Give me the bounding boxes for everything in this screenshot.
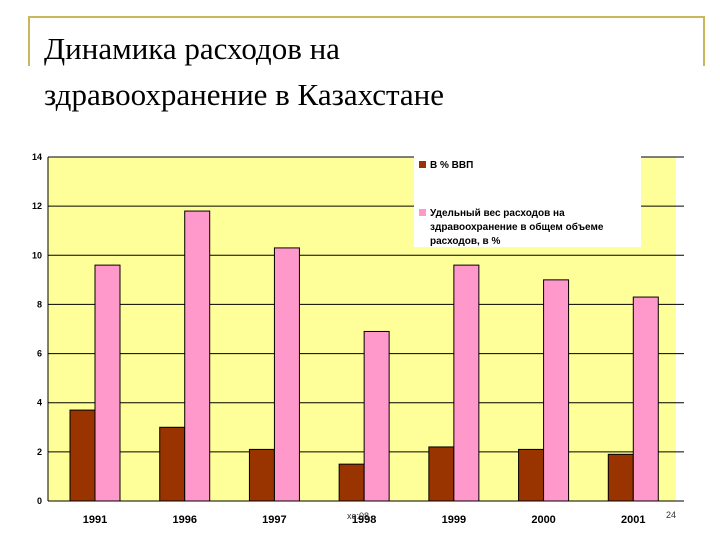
- slide-title-line-2: здравоохранение в Казахстане: [44, 77, 444, 112]
- legend-label-series-2-line-2: здравоохранение в общем объеме: [430, 221, 604, 233]
- slide-title: Динамика расходов на здравоохранение в К…: [44, 26, 684, 118]
- x-tick-label-1996: 1996: [172, 514, 196, 526]
- bar-series-2-1997: [273, 247, 300, 502]
- y-tick-label-3: 6: [37, 349, 42, 359]
- bar-series-1-1998: [338, 463, 365, 502]
- bar-series-1-2000: [518, 448, 545, 502]
- y-tick-label-1: 2: [37, 447, 42, 457]
- y-tick-label-0: 0: [37, 496, 42, 506]
- bar-series-2-2000: [543, 279, 570, 502]
- page-number: 24: [666, 510, 676, 520]
- bar-series-1-1999: [428, 446, 455, 502]
- bar-series-1-1991: [69, 409, 96, 502]
- y-tick-label-5: 10: [32, 250, 42, 260]
- slide-frame-right: [703, 16, 705, 66]
- bar-series-2-2001: [632, 296, 659, 502]
- slide-frame-top: [28, 16, 704, 18]
- y-tick-label-4: 8: [37, 299, 42, 309]
- x-tick-label-2001: 2001: [621, 514, 645, 526]
- bar-series-1-1996: [159, 426, 186, 502]
- x-tick-label-2000: 2000: [531, 514, 555, 526]
- bar-series-1-1997: [248, 448, 275, 502]
- legend: В % ВВП Удельный вес расходов на здравоо…: [414, 155, 641, 247]
- bar-series-2-1996: [184, 210, 211, 502]
- bar-series-2-1999: [453, 264, 480, 502]
- x-tick-label-1998: 1998: [352, 514, 376, 526]
- bar-series-2-1991: [94, 264, 121, 502]
- bar-series-2-1998: [363, 330, 390, 502]
- slide-title-line-1: Динамика расходов на: [44, 31, 340, 66]
- y-tick-label-6: 12: [32, 201, 42, 211]
- x-tick-label-1997: 1997: [262, 514, 286, 526]
- legend-label-series-2-line-3: расходов, в %: [430, 236, 500, 247]
- bar-series-1-2001: [607, 453, 634, 502]
- slide-frame-left: [28, 16, 30, 66]
- legend-box: [414, 155, 641, 247]
- legend-label-series-2-line-1: Удельный вес расходов на: [430, 208, 565, 219]
- legend-swatch-series-1: [419, 161, 426, 168]
- x-tick-label-1999: 1999: [442, 514, 466, 526]
- y-tick-label-7: 14: [32, 152, 42, 162]
- overlay-text: xo:08: [347, 511, 369, 521]
- legend-swatch-series-2: [419, 209, 426, 216]
- legend-label-series-1: В % ВВП: [430, 160, 473, 171]
- x-tick-label-1991: 1991: [83, 514, 107, 526]
- y-tick-label-2: 4: [37, 398, 42, 408]
